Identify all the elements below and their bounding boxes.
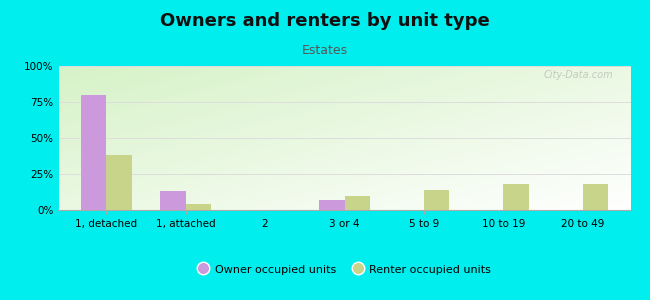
Bar — [319, 200, 344, 210]
Legend: Owner occupied units, Renter occupied units: Owner occupied units, Renter occupied un… — [194, 260, 495, 279]
Bar — [160, 191, 186, 210]
Bar — [424, 190, 449, 210]
Bar — [81, 95, 106, 210]
Text: Estates: Estates — [302, 44, 348, 56]
Text: City-Data.com: City-Data.com — [543, 70, 614, 80]
Bar — [186, 204, 211, 210]
Text: Owners and renters by unit type: Owners and renters by unit type — [160, 12, 490, 30]
Bar — [583, 184, 608, 210]
Bar — [106, 155, 131, 210]
Bar — [344, 196, 370, 210]
Bar — [503, 184, 529, 210]
